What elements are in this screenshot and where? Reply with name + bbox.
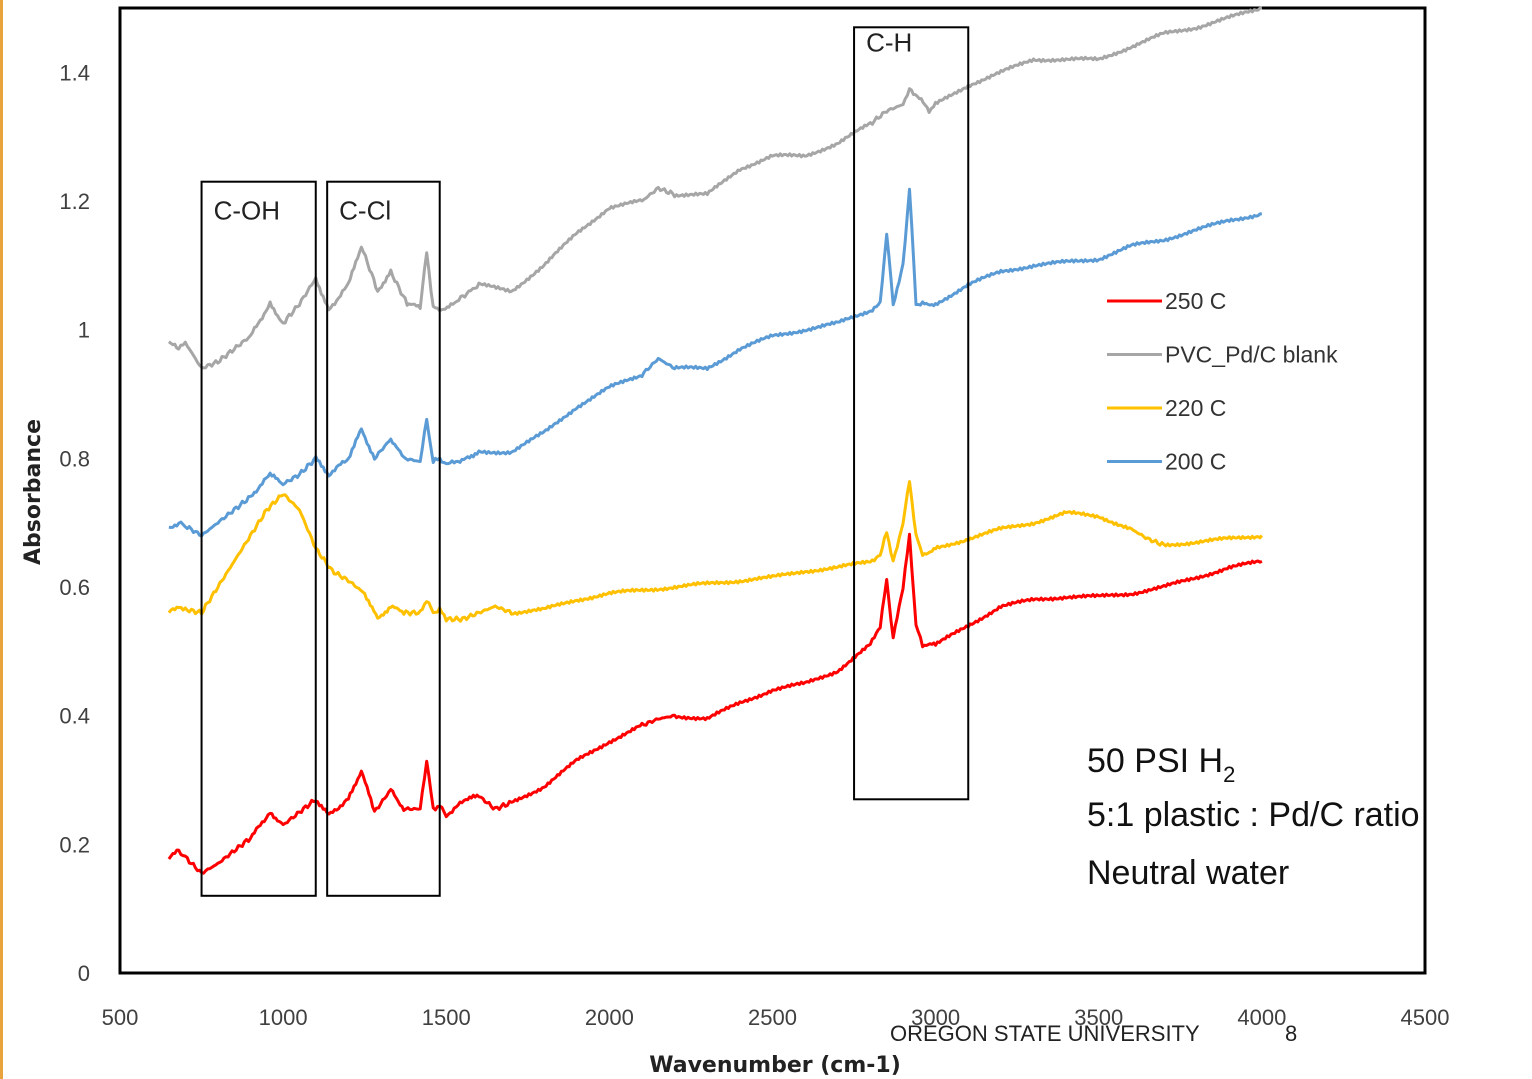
footer-page-number: 8 (1285, 1021, 1297, 1046)
region-box-2 (853, 26, 970, 801)
x-tick-label: 1500 (422, 1005, 471, 1030)
legend-entry-2: 220 C (1165, 395, 1226, 421)
y-tick-label: 1.4 (59, 60, 90, 85)
legend-entry-3: 200 C (1165, 449, 1226, 475)
x-tick-label: 4000 (1237, 1005, 1286, 1030)
series-line-2 (167, 480, 1264, 623)
footer-org: OREGON STATE UNIVERSITY (890, 1021, 1200, 1046)
pressure-note: 50 PSI H2 (1087, 742, 1235, 787)
footer: OREGON STATE UNIVERSITY 8 (890, 1021, 1297, 1046)
region-box-1 (326, 180, 441, 897)
x-axis-label: Wavenumber (cm-1) (649, 1053, 901, 1078)
region-label-0: C-OH (214, 196, 280, 226)
conditions-annotation: 50 PSI H2 5:1 plastic : Pd/C ratio Neutr… (1087, 742, 1420, 892)
region-label-1: C-Cl (339, 196, 391, 226)
legend-entry-0: 250 C (1165, 288, 1226, 314)
x-tick-label: 2500 (748, 1005, 797, 1030)
slide-edge-accent (0, 0, 3, 1079)
water-note: Neutral water (1087, 854, 1289, 892)
y-tick-label: 0.4 (59, 704, 90, 729)
y-tick-label: 0 (78, 961, 90, 986)
x-tick-label: 4500 (1401, 1005, 1450, 1030)
region-box-0 (200, 180, 317, 897)
x-tick-label: 1000 (259, 1005, 308, 1030)
legend-entry-1: PVC_Pd/C blank (1165, 342, 1338, 368)
x-tick-label: 2000 (585, 1005, 634, 1030)
ratio-note: 5:1 plastic : Pd/C ratio (1087, 796, 1420, 834)
region-label-2: C-H (866, 27, 912, 57)
series-line-3 (168, 187, 1262, 538)
y-tick-label: 0.8 (59, 446, 90, 471)
series-line-1 (167, 6, 1263, 370)
series-line-0 (167, 532, 1263, 875)
plot-area-frame (118, 6, 1427, 975)
y-axis-label: Absorbance (21, 419, 46, 565)
x-tick-label: 3500 (1074, 1005, 1123, 1030)
x-tick-label: 3000 (911, 1005, 960, 1030)
x-tick-label: 500 (102, 1005, 139, 1030)
y-tick-label: 1.2 (59, 189, 90, 214)
y-tick-label: 1 (78, 318, 90, 343)
y-tick-label: 0.2 (59, 832, 90, 857)
y-tick-label: 0.6 (59, 575, 90, 600)
